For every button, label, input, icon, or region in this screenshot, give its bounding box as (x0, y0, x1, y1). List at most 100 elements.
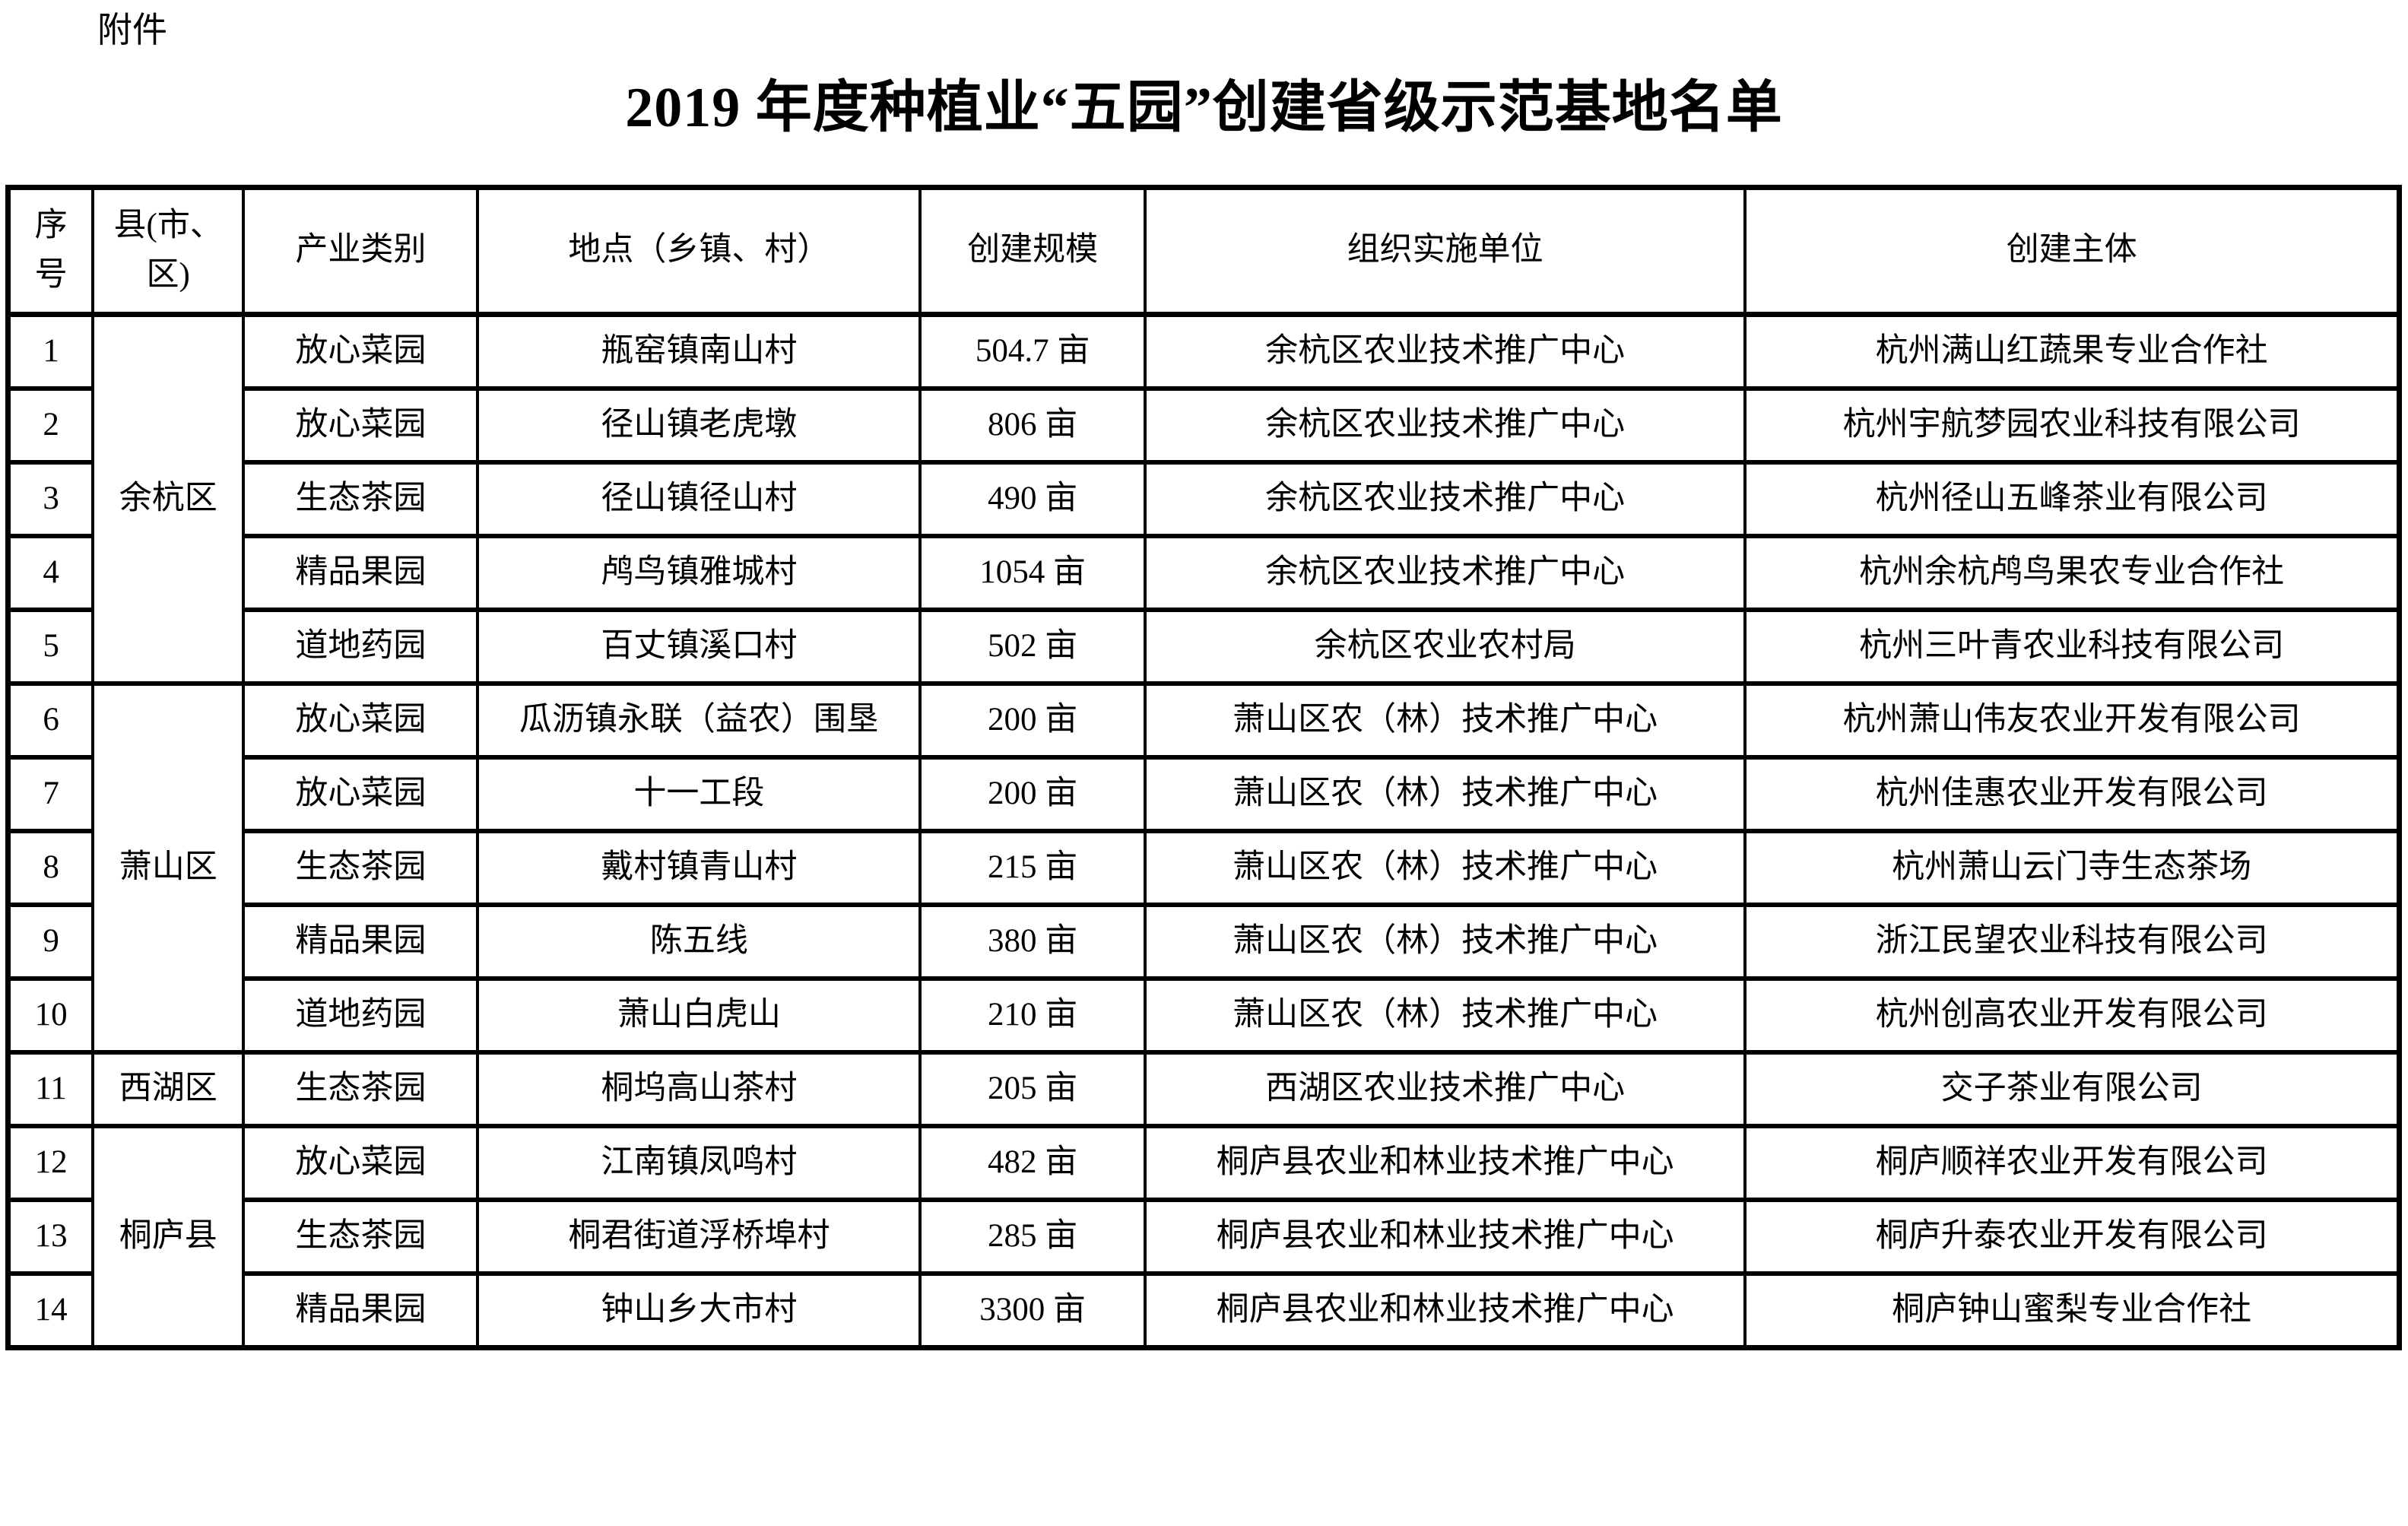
cell-entity: 杭州萧山伟友农业开发有限公司 (1743, 681, 2401, 760)
table-row: 13 生态茶园 桐君街道浮桥埠村 285 亩桐庐县农业和林业技术推广中心 桐庐升泰农业开… (6, 1197, 2401, 1276)
table-row: 14 精品果园 钟山乡大市村 3300 亩桐庐县农业和林业技术推广中心 桐庐钟山蜜梨专业… (6, 1271, 2401, 1350)
cell-category: 生态茶园 (242, 459, 480, 538)
cell-scale: 205 亩 (918, 1049, 1147, 1128)
cell-org: 余杭区农业技术推广中心 (1143, 385, 1747, 465)
cell-entity: 桐庐顺祥农业开发有限公司 (1743, 1123, 2401, 1202)
cell-category: 生态茶园 (242, 828, 480, 907)
cell-location: 萧山白虎山 (476, 976, 922, 1055)
cell-location: 百丈镇溪口村 (476, 607, 922, 686)
cell-org: 余杭区农业技术推广中心 (1143, 459, 1747, 538)
cell-entity: 浙江民望农业科技有限公司 (1743, 902, 2401, 981)
cell-org: 桐庐县农业和林业技术推广中心 (1143, 1197, 1747, 1276)
header-row: 序 号县(市、 区) 产业类别 地点（乡镇、村） 创建规模 组织实施单位 创建主体 (6, 185, 2401, 317)
cell-category: 精品果园 (242, 1271, 480, 1350)
base-table: 序 号县(市、 区) 产业类别 地点（乡镇、村） 创建规模 组织实施单位 创建主体 1 余杭… (5, 184, 2402, 1350)
cell-scale: 504.7 亩 (918, 312, 1147, 391)
table-row: 9 精品果园 陈五线 380 亩萧山区农（林）技术推广中心 浙江民望农业科技有限公司 (6, 902, 2401, 981)
cell-category: 道地药园 (242, 976, 480, 1055)
cell-category: 精品果园 (242, 533, 480, 612)
table-row: 8 生态茶园 戴村镇青山村 215 亩萧山区农（林）技术推广中心 杭州萧山云门寺生态茶场 (6, 828, 2401, 907)
cell-category: 精品果园 (242, 902, 480, 981)
cell-row-number: 7 (6, 754, 95, 833)
cell-category: 放心菜园 (242, 312, 480, 391)
cell-scale: 285 亩 (918, 1197, 1147, 1276)
attachment-label: 附件 (97, 11, 167, 49)
cell-row-number: 5 (6, 607, 95, 686)
table-row: 5 道地药园 百丈镇溪口村 502 亩余杭区农业农村局 杭州三叶青农业科技有限公司 (6, 607, 2401, 686)
cell-county: 西湖区 (91, 1049, 246, 1128)
cell-category: 放心菜园 (242, 681, 480, 760)
cell-scale: 502 亩 (918, 607, 1147, 686)
cell-entity: 杭州创高农业开发有限公司 (1743, 976, 2401, 1055)
cell-entity: 杭州佳惠农业开发有限公司 (1743, 754, 2401, 833)
cell-location: 陈五线 (476, 902, 922, 981)
column-header-scale: 创建规模 (918, 185, 1147, 317)
cell-entity: 杭州宇航梦园农业科技有限公司 (1743, 385, 2401, 465)
cell-row-number: 14 (6, 1271, 95, 1350)
cell-row-number: 2 (6, 385, 95, 465)
table-body: 1 余杭区 放心菜园 瓶窑镇南山村 504.7 亩余杭区农业技术推广中心 杭州满山红蔬果专… (6, 312, 2401, 1350)
cell-entity: 桐庐钟山蜜梨专业合作社 (1743, 1271, 2401, 1350)
cell-org: 萧山区农（林）技术推广中心 (1143, 902, 1747, 981)
cell-category: 生态茶园 (242, 1197, 480, 1276)
cell-org: 萧山区农（林）技术推广中心 (1143, 754, 1747, 833)
page-title: 2019 年度种植业“五园”创建省级示范基地名单 (625, 77, 1783, 140)
cell-category: 生态茶园 (242, 1049, 480, 1128)
cell-row-number: 6 (6, 681, 95, 760)
cell-org: 余杭区农业技术推广中心 (1143, 312, 1747, 391)
table-row: 1 余杭区 放心菜园 瓶窑镇南山村 504.7 亩余杭区农业技术推广中心 杭州满山红蔬果专… (6, 312, 2401, 686)
cell-scale: 3300 亩 (918, 1271, 1147, 1350)
cell-row-number: 8 (6, 828, 95, 907)
table-row: 7 放心菜园 十一工段 200 亩萧山区农（林）技术推广中心 杭州佳惠农业开发有限公司 (6, 754, 2401, 833)
table-header: 序 号县(市、 区) 产业类别 地点（乡镇、村） 创建规模 组织实施单位 创建主体 (6, 185, 2401, 317)
cell-row-number: 3 (6, 459, 95, 538)
cell-org: 桐庐县农业和林业技术推广中心 (1143, 1123, 1747, 1202)
cell-row-number: 12 (6, 1123, 95, 1202)
cell-location: 径山镇老虎墩 (476, 385, 922, 465)
cell-entity: 杭州余杭鸬鸟果农专业合作社 (1743, 533, 2401, 612)
table-row: 12 桐庐县 放心菜园 江南镇凤鸣村 482 亩桐庐县农业和林业技术推广中心 桐庐顺祥农业… (6, 1123, 2401, 1350)
cell-scale: 200 亩 (918, 681, 1147, 760)
column-header-county: 县(市、 区) (91, 185, 246, 317)
cell-org: 萧山区农（林）技术推广中心 (1143, 976, 1747, 1055)
cell-org: 西湖区农业技术推广中心 (1143, 1049, 1747, 1128)
cell-row-number: 13 (6, 1197, 95, 1276)
cell-location: 江南镇凤鸣村 (476, 1123, 922, 1202)
cell-row-number: 10 (6, 976, 95, 1055)
cell-location: 钟山乡大市村 (476, 1271, 922, 1350)
column-header-org: 组织实施单位 (1143, 185, 1747, 317)
cell-row-number: 11 (6, 1049, 95, 1128)
table-row: 4 精品果园 鸬鸟镇雅城村 1054 亩余杭区农业技术推广中心 杭州余杭鸬鸟果农专业合作… (6, 533, 2401, 612)
page-root: { "page": { "attachment_label": "附件", "t… (0, 9, 2408, 1526)
table-row: 11 西湖区 生态茶园 桐坞高山茶村 205 亩西湖区农业技术推广中心 交子茶业有限公司 (6, 1049, 2401, 1128)
cell-entity: 杭州萧山云门寺生态茶场 (1743, 828, 2401, 907)
cell-county: 余杭区 (91, 312, 246, 686)
table-row: 6 萧山区 放心菜园 瓜沥镇永联（益农）围垦 200 亩萧山区农（林）技术推广中心 杭州萧… (6, 681, 2401, 1055)
cell-org: 萧山区农（林）技术推广中心 (1143, 681, 1747, 760)
cell-location: 桐坞高山茶村 (476, 1049, 922, 1128)
cell-entity: 杭州三叶青农业科技有限公司 (1743, 607, 2401, 686)
cell-scale: 215 亩 (918, 828, 1147, 907)
cell-org: 余杭区农业技术推广中心 (1143, 533, 1747, 612)
cell-scale: 200 亩 (918, 754, 1147, 833)
cell-scale: 482 亩 (918, 1123, 1147, 1202)
cell-entity: 杭州满山红蔬果专业合作社 (1743, 312, 2401, 391)
cell-category: 道地药园 (242, 607, 480, 686)
column-header-location: 地点（乡镇、村） (476, 185, 922, 317)
cell-scale: 806 亩 (918, 385, 1147, 465)
cell-row-number: 1 (6, 312, 95, 391)
cell-row-number: 4 (6, 533, 95, 612)
cell-county: 桐庐县 (91, 1123, 246, 1350)
cell-location: 瓶窑镇南山村 (476, 312, 922, 391)
column-header-entity: 创建主体 (1743, 185, 2401, 317)
cell-county: 萧山区 (91, 681, 246, 1055)
cell-category: 放心菜园 (242, 754, 480, 833)
cell-location: 戴村镇青山村 (476, 828, 922, 907)
cell-category: 放心菜园 (242, 1123, 480, 1202)
cell-scale: 380 亩 (918, 902, 1147, 981)
cell-entity: 交子茶业有限公司 (1743, 1049, 2401, 1128)
column-header-no: 序 号 (6, 185, 95, 317)
cell-location: 瓜沥镇永联（益农）围垦 (476, 681, 922, 760)
cell-org: 余杭区农业农村局 (1143, 607, 1747, 686)
table-row: 10 道地药园 萧山白虎山 210 亩萧山区农（林）技术推广中心 杭州创高农业开发有限公… (6, 976, 2401, 1055)
